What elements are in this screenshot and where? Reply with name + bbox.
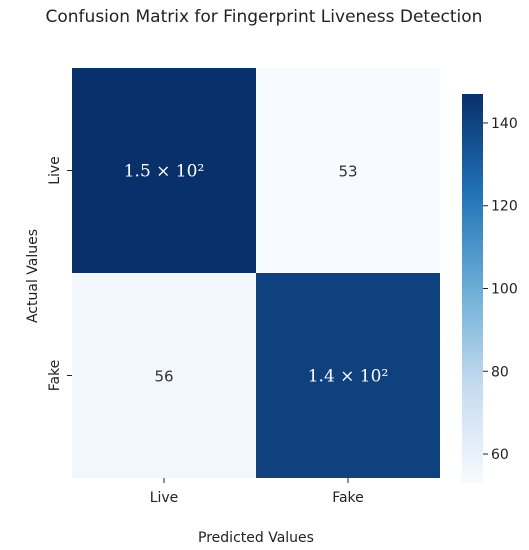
x-axis-label: Predicted Values	[198, 530, 314, 546]
chart-title: Confusion Matrix for Fingerprint Livenes…	[46, 7, 483, 27]
cell-value-label: 1.4 × 10²	[308, 367, 389, 387]
heatmap-cell-labels: 1.5 × 10² 53 56 1.4 × 10²	[124, 162, 389, 387]
x-axis-ticks: Live Fake	[150, 478, 364, 506]
heatmap-cell-live-live	[72, 68, 256, 273]
colorbar-tick-label: 60	[491, 447, 509, 463]
heatmap-cells	[72, 68, 440, 478]
colorbar-tick-label: 140	[491, 116, 518, 132]
y-tick-label: Live	[47, 156, 63, 185]
heatmap-cell-fake-live	[72, 273, 256, 478]
y-axis-label: Actual Values	[25, 229, 41, 323]
y-tick-label: Fake	[47, 360, 63, 392]
heatmap-cell-live-fake	[256, 68, 440, 273]
colorbar-tick-label: 80	[491, 364, 509, 380]
y-axis-ticks: Live Fake	[47, 156, 72, 391]
x-tick-label: Live	[150, 490, 179, 506]
x-tick-label: Fake	[332, 490, 364, 506]
colorbar-tick-label: 100	[491, 282, 518, 298]
cell-value-label: 53	[338, 163, 357, 181]
colorbar-ticks: 60 80 100 120 140	[483, 116, 518, 463]
colorbar	[462, 94, 483, 483]
cell-value-label: 56	[154, 368, 173, 386]
cell-value-label: 1.5 × 10²	[124, 162, 205, 182]
heatmap-cell-fake-fake	[256, 273, 440, 478]
colorbar-tick-label: 120	[491, 199, 518, 215]
